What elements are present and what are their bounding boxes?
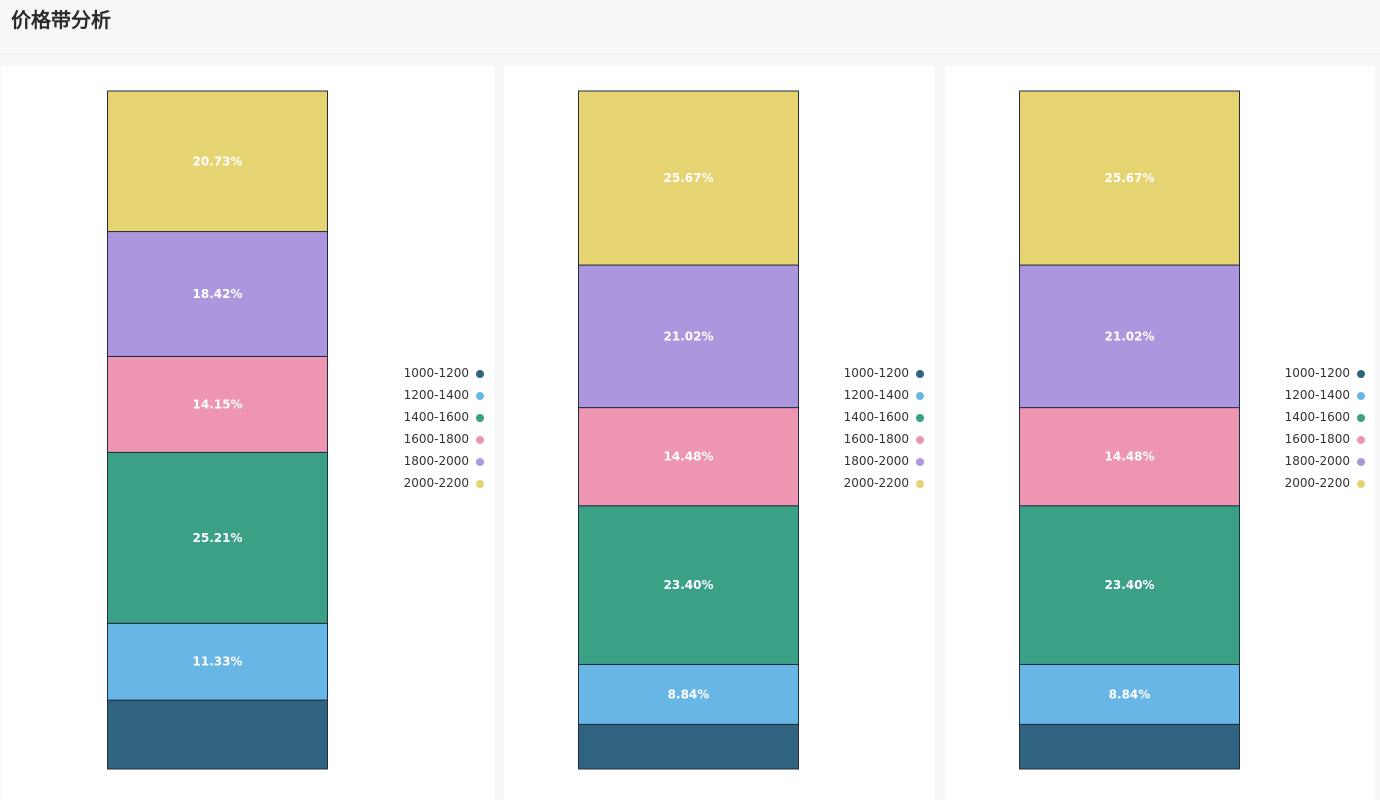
data-label-2000-2200: 20.73% [193,154,243,168]
legend-marker-1600-1800[interactable] [1357,436,1365,444]
bar-segment-1400-1600[interactable] [578,505,799,665]
legend-label-1200-1400: 1200-1400 [1285,388,1350,402]
legend-label-1000-1200: 1000-1200 [404,366,469,380]
bar-segment-1200-1400[interactable] [107,622,328,701]
bar-segment-1000-1200[interactable] [578,723,799,770]
bar-segment-1600-1800[interactable] [578,407,799,507]
data-label-1200-1400: 8.84% [1109,687,1151,701]
legend-marker-2000-2200[interactable] [916,480,924,488]
data-label-1600-1800: 14.48% [1105,450,1155,464]
legend-marker-1200-1400[interactable] [476,392,484,400]
legend-label-1400-1600: 1400-1600 [1285,410,1350,424]
bar-segment-1800-2000[interactable] [107,231,328,357]
legend-label-1200-1400: 1200-1400 [844,388,909,402]
bar-segment-1000-1200[interactable] [107,699,328,770]
bar-segment-1400-1600[interactable] [1019,505,1240,665]
data-label-1800-2000: 21.02% [1105,329,1155,343]
legend-label-1600-1800: 1600-1800 [844,432,909,446]
legend-marker-1400-1600[interactable] [916,414,924,422]
chart-panel-1: 11.33% 25.21% 14.15% 18.42% 20.73% 1000-1200 1… [1,66,494,800]
data-label-1400-1600: 23.40% [1105,578,1155,592]
legend-label-2000-2200: 2000-2200 [404,476,469,490]
data-label-1800-2000: 21.02% [664,329,714,343]
bar-segment-1200-1400[interactable] [1019,663,1240,725]
legend-marker-1200-1400[interactable] [1357,392,1365,400]
bar-segment-1200-1400[interactable] [578,663,799,725]
bar-segment-1800-2000[interactable] [578,264,799,409]
legend-label-1800-2000: 1800-2000 [404,454,469,468]
legend-marker-1800-2000[interactable] [1357,458,1365,466]
data-label-1600-1800: 14.15% [193,397,243,411]
legend-label-1400-1600: 1400-1600 [404,410,469,424]
bar-segment-2000-2200[interactable] [578,90,799,266]
data-label-1400-1600: 25.21% [193,531,243,545]
legend-marker-1400-1600[interactable] [1357,414,1365,422]
legend-label-2000-2200: 2000-2200 [844,476,909,490]
legend-label-1600-1800: 1600-1800 [404,432,469,446]
page-title: 价格带分析 [11,8,111,32]
bar-segment-1000-1200[interactable] [1019,723,1240,770]
legend-marker-1600-1800[interactable] [476,436,484,444]
legend-label-1200-1400: 1200-1400 [404,388,469,402]
chart-panel-2: 8.84% 23.40% 14.48% 21.02% 25.67% 1000-1200 12… [504,66,934,800]
stacked-bar-chart-2: 8.84% 23.40% 14.48% 21.02% 25.67% 1000-1200 12… [578,90,924,770]
data-label-1200-1400: 8.84% [668,687,710,701]
page-header: 价格带分析 [0,0,1380,55]
legend-label-1600-1800: 1600-1800 [1285,432,1350,446]
bar-segment-1400-1600[interactable] [107,451,328,624]
legend-marker-1800-2000[interactable] [916,458,924,466]
legend-marker-1800-2000[interactable] [476,458,484,466]
data-label-1600-1800: 14.48% [664,450,714,464]
data-label-2000-2200: 25.67% [1105,171,1155,185]
legend-marker-1600-1800[interactable] [916,436,924,444]
legend-marker-2000-2200[interactable] [476,480,484,488]
data-label-2000-2200: 25.67% [664,171,714,185]
bar-segment-1600-1800[interactable] [1019,407,1240,507]
legend-marker-1000-1200[interactable] [916,370,924,378]
legend-label-1800-2000: 1800-2000 [844,454,909,468]
data-label-1400-1600: 23.40% [664,578,714,592]
legend-marker-1000-1200[interactable] [476,370,484,378]
legend-label-1000-1200: 1000-1200 [1285,366,1350,380]
legend-marker-1200-1400[interactable] [916,392,924,400]
legend-label-1800-2000: 1800-2000 [1285,454,1350,468]
legend-label-1400-1600: 1400-1600 [844,410,909,424]
stacked-bar-chart-1: 11.33% 25.21% 14.15% 18.42% 20.73% 1000-1200 1… [107,90,484,770]
data-label-1200-1400: 11.33% [193,655,243,669]
legend-marker-1000-1200[interactable] [1357,370,1365,378]
legend-marker-1400-1600[interactable] [476,414,484,422]
legend-marker-2000-2200[interactable] [1357,480,1365,488]
legend-label-2000-2200: 2000-2200 [1285,476,1350,490]
legend-label-1000-1200: 1000-1200 [844,366,909,380]
stacked-bar-chart-3: 8.84% 23.40% 14.48% 21.02% 25.67% 1000-1200 12… [1019,90,1365,770]
data-label-1800-2000: 18.42% [193,287,243,301]
chart-panel-3: 8.84% 23.40% 14.48% 21.02% 25.67% 1000-1200 12… [945,66,1375,800]
bar-segment-2000-2200[interactable] [1019,90,1240,266]
bar-segment-2000-2200[interactable] [107,90,328,233]
